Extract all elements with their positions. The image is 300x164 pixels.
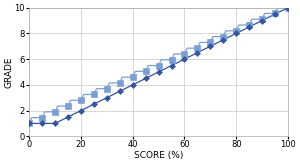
Y-axis label: GRADE: GRADE [4,56,13,88]
X-axis label: SCORE (%): SCORE (%) [134,151,183,160]
